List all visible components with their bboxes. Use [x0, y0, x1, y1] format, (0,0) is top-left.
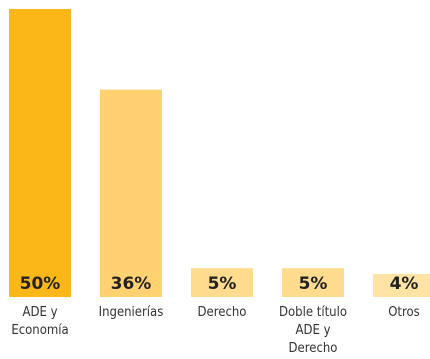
bar-ingenierias	[100, 89, 162, 297]
value-label-doble-titulo-ade-y-derecho: 5%	[299, 274, 328, 294]
category-label-doble-titulo-ade-y-derecho-line-1: Doble título	[279, 305, 347, 320]
value-label-derecho: 5%	[208, 274, 237, 294]
bar-otros	[373, 273, 430, 297]
value-label-ade-y-economia: 50%	[20, 274, 61, 294]
category-label-ade-y-economia-line-2: Economía	[11, 323, 68, 338]
category-label-ingenierias: Ingenierías	[99, 305, 164, 320]
value-label-ingenierias: 36%	[111, 274, 152, 294]
category-label-otros: Otros	[388, 305, 420, 320]
bar-ade-y-economia	[9, 9, 71, 297]
bar-derecho	[191, 268, 253, 297]
bar-doble-titulo-ade-y-derecho	[282, 268, 344, 297]
category-label-ade-y-economia-line-1: ADE y	[22, 305, 57, 320]
value-label-otros: 4%	[390, 274, 419, 294]
category-label-doble-titulo-ade-y-derecho-line-2: ADE y	[295, 323, 330, 338]
category-label-doble-titulo-ade-y-derecho-line-3: Derecho	[289, 341, 338, 356]
category-label-derecho: Derecho	[198, 305, 247, 320]
